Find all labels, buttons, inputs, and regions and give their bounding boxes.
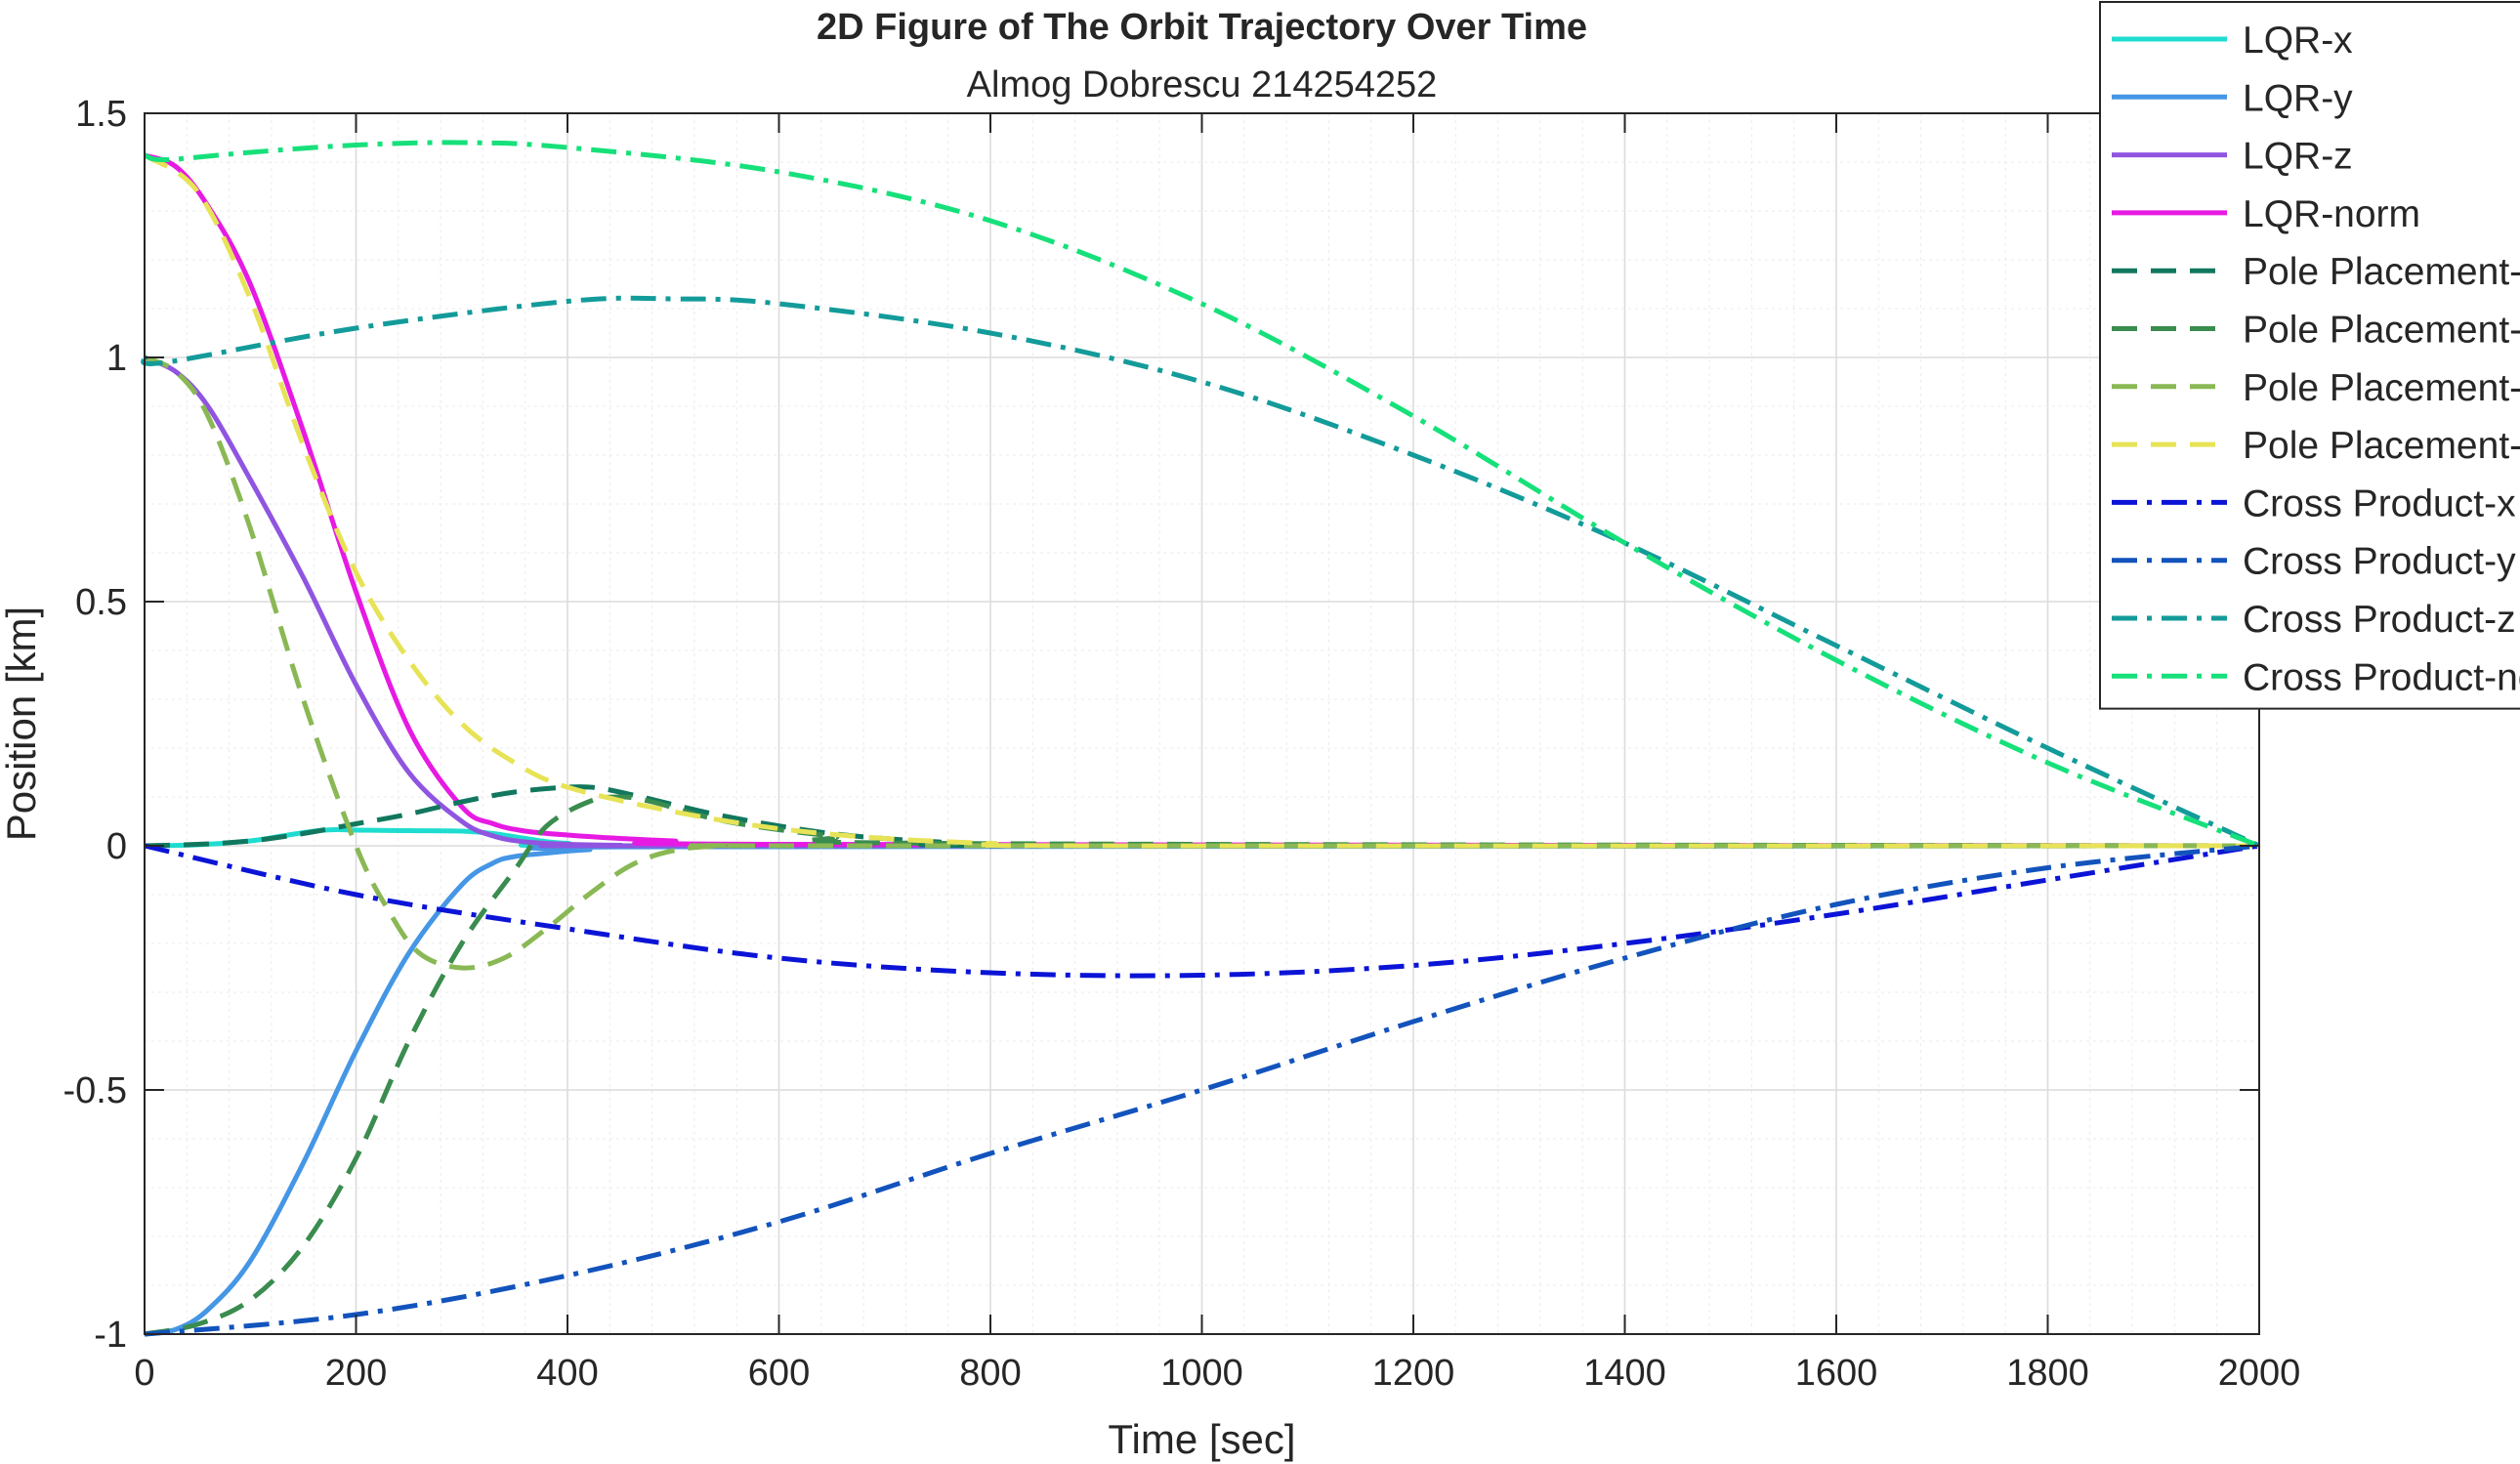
x-tick-label: 200 <box>325 1353 387 1394</box>
series-line-10 <box>144 843 2260 1337</box>
legend-entry-4: LQR-norm <box>2243 193 2420 235</box>
y-axis-label: Position [km] <box>0 607 44 841</box>
x-tick-label: 400 <box>536 1353 598 1394</box>
x-tick-label: 1400 <box>1583 1353 1666 1394</box>
x-tick-label: 1600 <box>1795 1353 1878 1394</box>
legend-entry-9: Cross Product-x <box>2243 482 2516 524</box>
x-axis-label: Time [sec] <box>1108 1416 1295 1462</box>
series-line-8 <box>143 152 2260 849</box>
chart-title: 2D Figure of The Orbit Trajectory Over T… <box>817 7 1587 48</box>
y-tick-label: 0.5 <box>75 582 127 623</box>
series-line-9 <box>144 843 2260 979</box>
legend-entry-8: Pole Placement-norm <box>2243 425 2520 467</box>
series-line-11 <box>141 295 2261 849</box>
series-line-6 <box>144 794 2260 1337</box>
x-tick-label: 1200 <box>1372 1353 1455 1394</box>
legend-entry-7: Pole Placement-z <box>2243 367 2520 409</box>
x-tick-label: 2000 <box>2218 1353 2301 1394</box>
legend-entry-1: LQR-x <box>2243 20 2353 62</box>
x-tick-label: 1000 <box>1160 1353 1243 1394</box>
y-tick-label: -1 <box>94 1315 127 1356</box>
chart-subtitle: Almog Dobrescu 214254252 <box>967 64 1438 105</box>
tick-labels: 0 200 400 600 800 1000 1200 1400 1600 1800 2000 -1 -… <box>63 94 2301 1394</box>
axes <box>144 112 2260 1335</box>
y-tick-label: 1 <box>106 338 127 379</box>
y-tick-label: 0 <box>106 826 127 867</box>
legend-box <box>2099 1 2520 710</box>
series-line-12 <box>144 140 2260 849</box>
legend-entry-10: Cross Product-y <box>2243 541 2516 583</box>
y-tick-label: -0.5 <box>63 1070 127 1111</box>
legend-entry-11: Cross Product-z <box>2243 599 2516 641</box>
legend: LQR-x LQR-y LQR-z LQR-norm Pole Placement-x P… <box>2099 1 2520 710</box>
x-tick-label: 800 <box>959 1353 1021 1394</box>
y-tick-label: 1.5 <box>75 94 127 135</box>
series-line-7 <box>143 355 2259 971</box>
series-lines <box>141 140 2261 1337</box>
legend-entry-5: Pole Placement-x <box>2243 251 2520 293</box>
legend-entry-2: LQR-y <box>2243 77 2353 119</box>
series-line-5 <box>144 784 2260 849</box>
legend-entry-6: Pole Placement-y <box>2243 310 2520 352</box>
legend-entry-3: LQR-z <box>2243 136 2353 178</box>
x-tick-label: 0 <box>134 1353 154 1394</box>
x-tick-label: 1800 <box>2006 1353 2089 1394</box>
legend-entry-12: Cross Product-norm <box>2243 656 2520 698</box>
x-tick-label: 600 <box>748 1353 810 1394</box>
